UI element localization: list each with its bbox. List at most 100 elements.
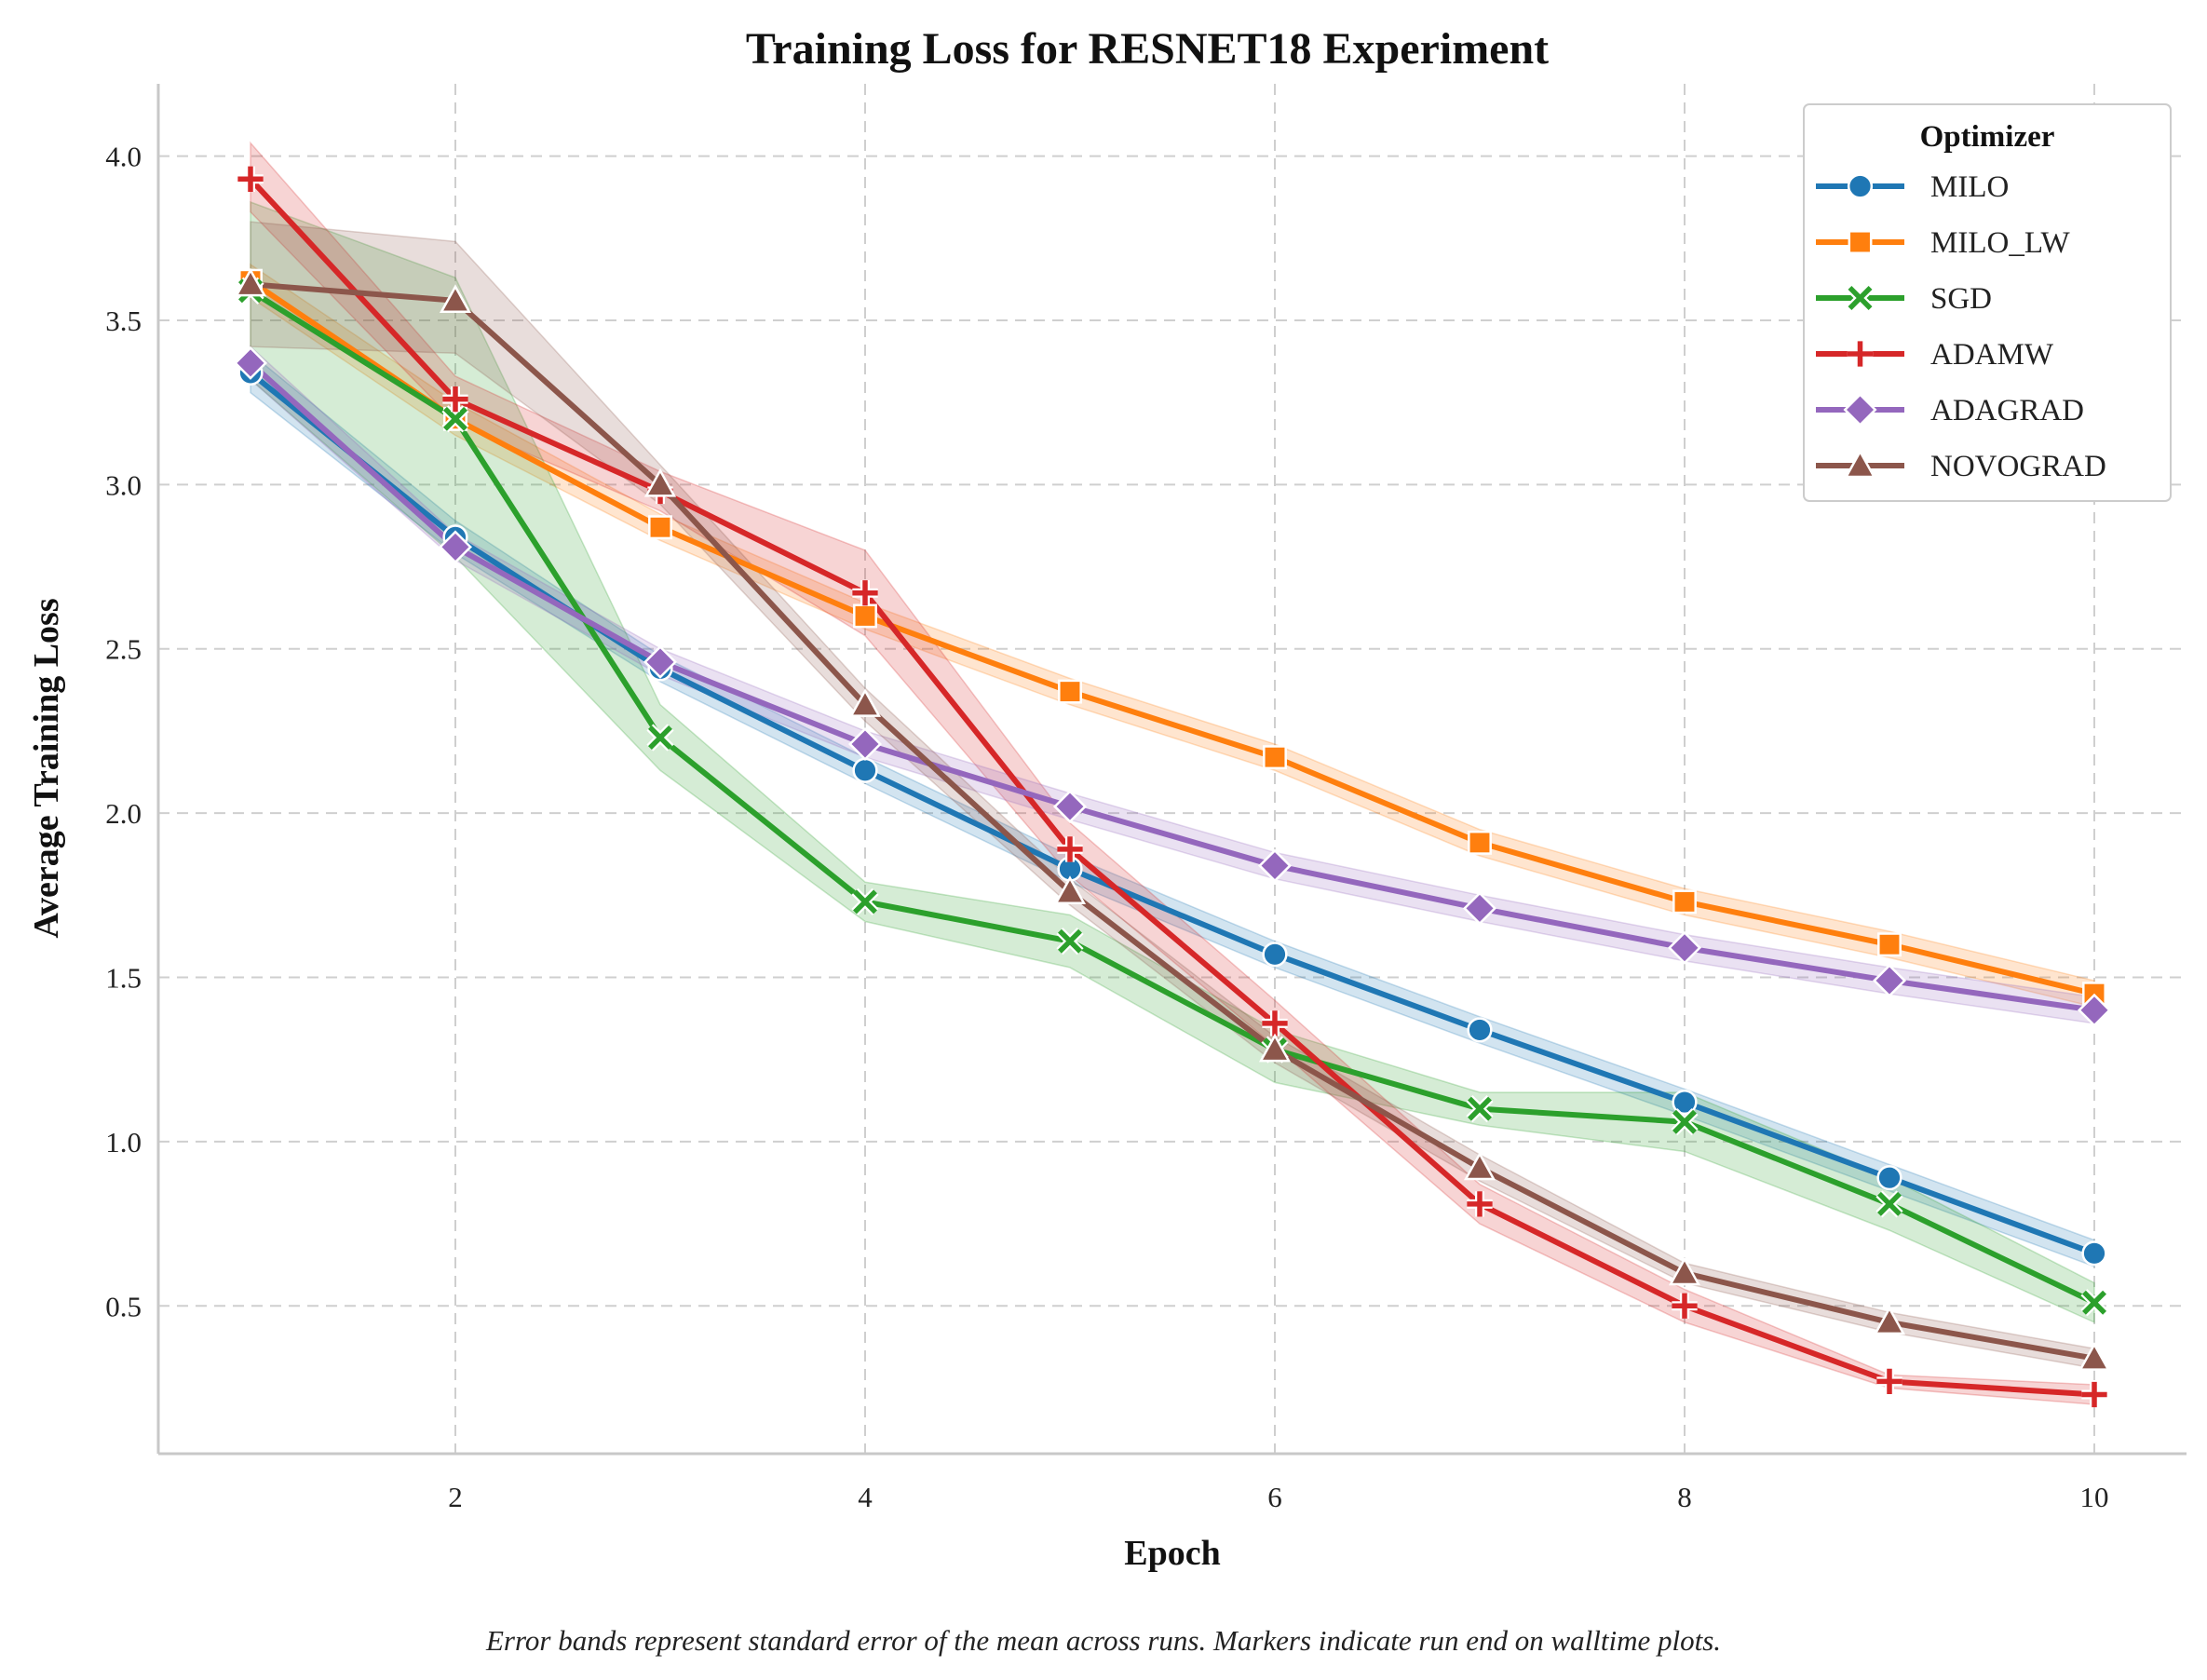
- x-axis-label: Epoch: [1124, 1534, 1220, 1573]
- legend-entry-milo: MILO: [1816, 170, 2009, 204]
- data-point-milo-lw: [1263, 745, 1287, 770]
- series-lines: [248, 176, 2097, 1398]
- data-point-milo-lw: [648, 515, 672, 540]
- x-tick-label: 6: [1267, 1481, 1282, 1513]
- x-tick-labels: 2 4 6 8 10: [448, 1481, 2108, 1513]
- legend-entry-milo-lw: MILO_LW: [1816, 226, 2071, 260]
- legend-marker-swatch: [1846, 284, 1875, 312]
- data-point-adamw: [852, 580, 878, 606]
- legend: Optimizer MILO MILO_LW SGD ADAMW ADAGRAD NOVO…: [1803, 103, 2172, 502]
- data-point-novograd: [643, 467, 677, 497]
- legend-title: Optimizer: [1920, 120, 2055, 154]
- data-point-adamw: [1876, 1368, 1902, 1395]
- data-point-adamw: [237, 166, 264, 192]
- series-markers: [233, 166, 2112, 1408]
- y-tick-label: 3.5: [105, 305, 142, 337]
- data-point-novograd: [1463, 1151, 1496, 1181]
- data-point-adamw: [1467, 1191, 1493, 1217]
- legend-label: MILO: [1930, 170, 2009, 204]
- data-point-sgd: [2080, 1289, 2108, 1317]
- chart-title: Training Loss for RESNET18 Experiment: [746, 24, 1549, 74]
- legend-marker-swatch: [1848, 230, 1873, 254]
- data-point-sgd: [1466, 1095, 1494, 1123]
- y-tick-label: 2.5: [105, 633, 142, 666]
- data-point-novograd: [439, 284, 472, 314]
- data-point-milo-lw: [1672, 889, 1697, 915]
- data-point-adagrad: [1257, 848, 1293, 883]
- data-point-milo: [1262, 942, 1288, 968]
- data-point-milo-lw: [1877, 932, 1902, 957]
- series-line-adamw: [248, 176, 2097, 1398]
- series-line-sgd: [248, 288, 2097, 1306]
- data-point-sgd: [851, 887, 879, 915]
- data-point-milo: [1876, 1165, 1902, 1191]
- legend-entry-sgd: SGD: [1816, 282, 1992, 316]
- y-tick-label: 4.0: [105, 141, 142, 173]
- data-point-adagrad: [233, 345, 268, 380]
- data-point-milo: [2081, 1240, 2107, 1267]
- data-point-milo: [852, 757, 878, 783]
- legend-label: ADAGRAD: [1930, 394, 2084, 427]
- data-point-adamw: [1262, 1010, 1288, 1036]
- legend-label: SGD: [1930, 282, 1992, 316]
- data-point-adagrad: [1462, 891, 1497, 926]
- data-point-novograd: [1053, 875, 1087, 904]
- error-band-sgd: [250, 200, 2095, 1324]
- data-point-milo: [1467, 1017, 1493, 1043]
- legend-entry-novograd: NOVOGRAD: [1816, 449, 2106, 483]
- data-point-adamw: [1057, 836, 1083, 862]
- data-point-milo-lw: [1468, 830, 1492, 855]
- y-tick-label: 2.0: [105, 797, 142, 830]
- data-point-sgd: [646, 724, 674, 752]
- data-point-sgd: [441, 405, 469, 433]
- data-point-novograd: [1258, 1033, 1292, 1063]
- legend-marker-swatch: [1843, 392, 1877, 427]
- data-point-milo-lw: [853, 603, 877, 629]
- series-line-novograd: [248, 281, 2097, 1362]
- series-line-adagrad: [248, 359, 2097, 1013]
- x-tick-label: 4: [858, 1481, 873, 1513]
- legend-label: NOVOGRAD: [1930, 450, 2106, 483]
- data-point-sgd: [1056, 928, 1084, 955]
- y-tick-labels: 0.5 1.0 1.5 2.0 2.5 3.0 3.5 4.0: [105, 141, 142, 1323]
- y-tick-label: 3.0: [105, 468, 142, 501]
- data-point-sgd: [1875, 1190, 1903, 1218]
- data-point-adamw: [2081, 1381, 2107, 1408]
- data-point-adamw: [442, 386, 468, 413]
- x-tick-label: 10: [2080, 1481, 2109, 1513]
- data-point-adagrad: [1052, 790, 1088, 824]
- data-point-novograd: [1873, 1306, 1906, 1335]
- data-point-novograd: [848, 688, 882, 717]
- data-point-novograd: [2078, 1342, 2111, 1371]
- data-point-novograd: [234, 267, 267, 297]
- legend-label: ADAMW: [1930, 338, 2054, 372]
- data-point-adagrad: [1872, 964, 1907, 998]
- legend-marker-swatch: [1847, 173, 1874, 199]
- y-axis-label: Average Training Loss: [27, 598, 66, 938]
- error-band-milo: [250, 351, 2095, 1268]
- legend-entry-adamw: ADAMW: [1816, 338, 2054, 372]
- data-point-adagrad: [438, 530, 473, 564]
- legend-entry-adagrad: ADAGRAD: [1816, 392, 2084, 427]
- chart-caption: Error bands represent standard error of …: [485, 1624, 1721, 1657]
- y-tick-label: 1.5: [105, 962, 142, 995]
- x-tick-label: 2: [448, 1481, 463, 1513]
- data-point-sgd: [1671, 1108, 1699, 1136]
- legend-label: MILO_LW: [1930, 226, 2071, 260]
- y-tick-label: 1.0: [105, 1126, 142, 1158]
- series-line-milo-lw: [248, 278, 2097, 997]
- x-tick-label: 8: [1677, 1481, 1692, 1513]
- data-point-adagrad: [1667, 930, 1702, 965]
- data-point-adagrad: [847, 727, 883, 762]
- data-point-adagrad: [2077, 993, 2112, 1027]
- legend-marker-swatch: [1847, 341, 1874, 367]
- data-point-novograd: [1668, 1256, 1701, 1286]
- y-tick-label: 0.5: [105, 1290, 142, 1322]
- legend-frame: [1803, 103, 2172, 502]
- legend-marker-swatch: [1844, 449, 1876, 479]
- data-point-adamw: [1672, 1293, 1698, 1319]
- grid-lines: [158, 84, 2187, 1454]
- data-point-milo-lw: [1058, 679, 1082, 704]
- data-point-adagrad: [643, 644, 678, 679]
